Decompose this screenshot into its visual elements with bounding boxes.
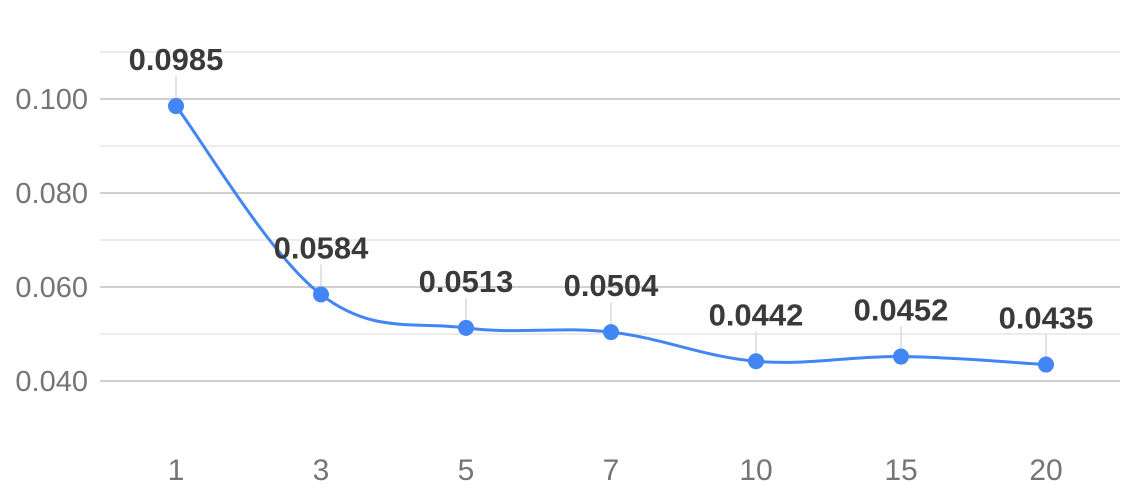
y-tick-label: 0.060 — [15, 272, 88, 304]
data-label: 0.0985 — [129, 42, 224, 77]
data-point[interactable] — [893, 348, 909, 365]
x-tick-label: 5 — [458, 454, 475, 487]
x-tick-label: 1 — [168, 454, 185, 487]
data-point[interactable] — [748, 353, 764, 370]
data-point[interactable] — [313, 286, 329, 303]
series-layer — [168, 98, 1054, 373]
data-label: 0.0452 — [854, 293, 949, 328]
data-point[interactable] — [603, 324, 619, 341]
data-label: 0.0435 — [999, 301, 1094, 336]
x-tick-label: 20 — [1029, 454, 1062, 487]
data-label: 0.0504 — [564, 268, 660, 303]
data-label: 0.0513 — [419, 264, 514, 299]
data-labels: 0.0985 0.0584 0.0513 0.0504 0.0442 0.0452 0.04… — [129, 42, 1094, 336]
x-axis: 1 3 5 7 10 15 20 — [168, 454, 1063, 487]
x-tick-label: 15 — [884, 454, 917, 487]
y-tick-label: 0.100 — [15, 84, 88, 116]
y-axis: 0.040 0.060 0.080 0.100 — [15, 84, 88, 398]
data-label: 0.0442 — [709, 297, 804, 332]
y-tick-label: 0.040 — [15, 366, 88, 398]
x-tick-label: 7 — [603, 454, 620, 487]
data-label: 0.0584 — [274, 231, 370, 266]
data-point[interactable] — [1038, 356, 1054, 373]
x-tick-label: 10 — [739, 454, 772, 487]
x-tick-label: 3 — [313, 454, 330, 487]
data-point[interactable] — [458, 319, 474, 336]
y-tick-label: 0.080 — [15, 178, 88, 210]
data-point[interactable] — [168, 98, 184, 115]
